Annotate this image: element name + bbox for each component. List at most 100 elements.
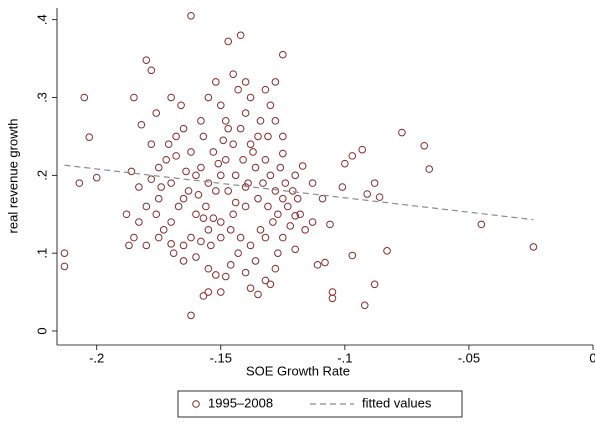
scatter-point	[234, 249, 242, 257]
scatter-point	[167, 240, 175, 248]
scatter-point	[256, 226, 265, 234]
scatter-point	[264, 132, 272, 141]
fitted-line	[64, 164, 534, 221]
scatter-point	[192, 210, 200, 219]
scatter-point	[204, 264, 213, 273]
scatter-point	[231, 198, 240, 207]
scatter-point	[127, 167, 136, 176]
y-tick-label: .3	[34, 92, 49, 103]
scatter-point	[271, 264, 280, 273]
scatter-point	[174, 202, 183, 211]
scatter-point	[152, 109, 161, 117]
scatter-point	[216, 171, 225, 180]
scatter-point	[199, 132, 208, 141]
scatter-point	[363, 190, 371, 198]
scatter-point	[254, 194, 262, 203]
scatter-point	[261, 155, 270, 164]
scatter-point	[291, 245, 300, 254]
scatter-point	[231, 171, 240, 180]
scatter-point	[283, 202, 292, 211]
scatter-point	[224, 124, 233, 133]
scatter-point	[130, 93, 138, 102]
scatter-point	[209, 214, 218, 222]
scatter-point	[157, 183, 166, 191]
scatter-point	[184, 187, 193, 195]
scatter-point	[182, 167, 190, 176]
scatter-point	[125, 241, 133, 250]
scatter-point	[274, 210, 282, 219]
y-tick-label: .1	[34, 248, 49, 259]
scatter-point	[251, 257, 260, 265]
scatter-point	[266, 101, 275, 110]
scatter-point	[130, 233, 138, 242]
scatter-point	[167, 179, 175, 187]
scatter-point	[236, 31, 245, 40]
scatter-point	[179, 257, 188, 265]
scatter-point	[197, 163, 205, 172]
y-tick-label: .4	[34, 14, 49, 25]
scatter-point	[204, 288, 213, 296]
x-tick-label: -.05	[458, 350, 480, 365]
scatter-point	[370, 179, 379, 187]
scatter-point	[279, 149, 287, 158]
y-axis-label: real revenue growth	[5, 119, 20, 234]
scatter-point	[122, 210, 131, 219]
scatter-point	[179, 241, 188, 250]
legend-label: fitted values	[362, 395, 432, 410]
scatter-point	[477, 220, 486, 229]
scatter-point	[216, 233, 225, 242]
scatter-point	[288, 187, 297, 195]
scatter-point	[276, 163, 285, 172]
scatter-point	[341, 159, 349, 168]
scatter-point	[360, 301, 369, 310]
scatter-point	[169, 249, 178, 257]
scatter-point	[398, 128, 406, 137]
scatter-point	[348, 251, 357, 260]
scatter-point	[179, 194, 188, 203]
scatter-point	[137, 120, 146, 129]
scatter-point	[229, 140, 237, 149]
x-axis-label: SOE Growth Rate	[246, 363, 350, 378]
scatter-point	[221, 117, 230, 125]
scatter-point	[60, 249, 69, 257]
x-tick-label: -.15	[210, 350, 232, 365]
scatter-point	[192, 171, 200, 180]
scatter-point	[261, 233, 270, 242]
scatter-point	[274, 249, 282, 257]
scatter-point	[239, 155, 247, 164]
scatter-point	[199, 214, 208, 222]
scatter-point	[172, 152, 180, 160]
scatter-point	[254, 132, 262, 141]
scatter-point	[266, 280, 275, 289]
scatter-point	[241, 268, 250, 277]
scatter-point	[147, 140, 156, 149]
scatter-point	[328, 288, 337, 296]
scatter-point	[308, 218, 317, 226]
scatter-point	[204, 93, 213, 102]
scatter-point	[259, 179, 267, 187]
scatter-point	[135, 218, 143, 226]
scatter-point	[301, 226, 309, 234]
scatter-point	[241, 78, 250, 86]
scatter-point	[209, 148, 218, 156]
scatter-point	[281, 179, 290, 187]
scatter-point	[298, 162, 307, 170]
scatter-point	[425, 165, 434, 173]
scatter-point	[154, 233, 163, 242]
scatter-point	[264, 202, 272, 211]
scatter-point	[172, 132, 180, 141]
scatter-point	[164, 140, 173, 149]
scatter-point	[147, 66, 156, 75]
scatter-point	[167, 218, 175, 226]
scatter-point	[204, 226, 213, 234]
scatter-point	[224, 37, 233, 46]
scatter-point	[261, 276, 270, 285]
scatter-point	[192, 253, 200, 261]
scatter-point	[293, 194, 302, 203]
scatter-point	[154, 194, 163, 203]
scatter-point	[221, 272, 230, 281]
scatter-point	[318, 194, 327, 203]
scatter-point	[246, 241, 255, 250]
